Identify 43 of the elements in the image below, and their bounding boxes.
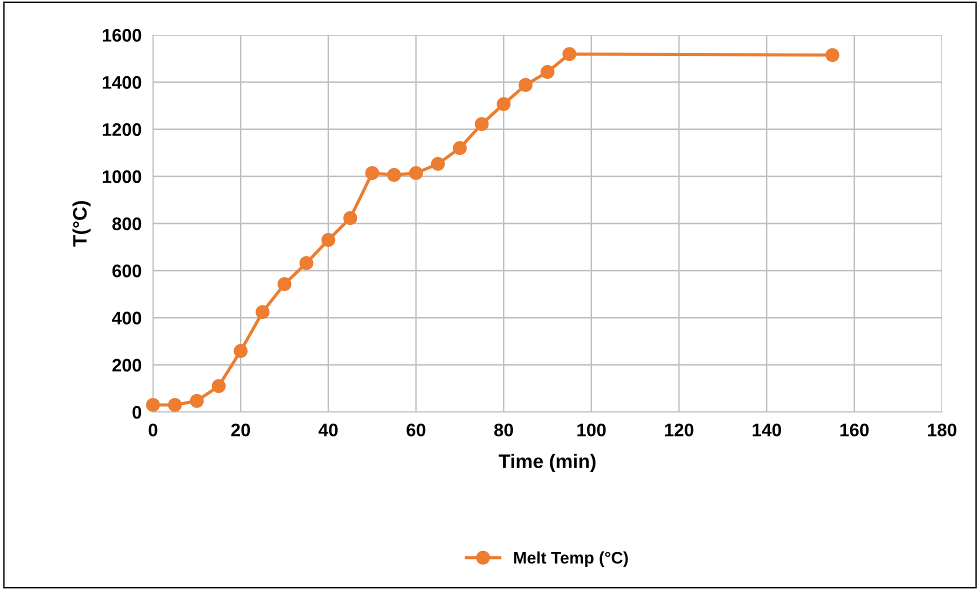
x-tick-label: 120 — [665, 424, 694, 436]
x-tick-label: 180 — [928, 424, 956, 436]
y-axis-title: T(°C) — [72, 201, 91, 247]
x-axis-title: Time (min) — [498, 454, 596, 472]
point — [496, 97, 511, 111]
x-tick-label: 20 — [231, 424, 250, 436]
y-tick-label: 800 — [112, 217, 142, 230]
y-tick-label: 1600 — [102, 28, 142, 42]
y-tick-label: 0 — [132, 406, 142, 419]
point — [168, 398, 182, 412]
x-tick-label: 140 — [752, 424, 781, 436]
point — [518, 78, 533, 92]
x-tick-label: 80 — [494, 424, 513, 436]
point — [299, 256, 314, 270]
y-tick-label: 1200 — [102, 123, 142, 136]
x-tick-label: 0 — [148, 424, 158, 436]
point — [825, 48, 840, 62]
point — [452, 141, 467, 156]
legend-label: Melt Temp (°C) — [514, 551, 628, 567]
point — [256, 305, 270, 320]
y-tick-label: 600 — [112, 264, 142, 278]
y-tick-label: 200 — [112, 358, 142, 372]
point — [540, 65, 554, 79]
point — [321, 233, 336, 247]
x-tick-label: 160 — [840, 424, 869, 436]
point — [146, 398, 160, 412]
point — [212, 379, 226, 394]
point — [430, 156, 445, 171]
y-tick-label: 1400 — [102, 76, 142, 89]
y-tick-label: 400 — [112, 312, 142, 324]
point — [562, 47, 576, 62]
x-tick-label: 100 — [577, 424, 606, 436]
x-tick-label: 40 — [318, 424, 338, 436]
point — [234, 344, 248, 358]
point — [474, 117, 489, 132]
point — [409, 166, 423, 180]
point — [190, 394, 204, 408]
point — [343, 211, 358, 226]
point — [387, 168, 402, 182]
point — [278, 277, 292, 291]
x-tick-label: 60 — [406, 424, 426, 436]
point — [365, 166, 380, 180]
y-tick-label: 1000 — [102, 170, 142, 184]
